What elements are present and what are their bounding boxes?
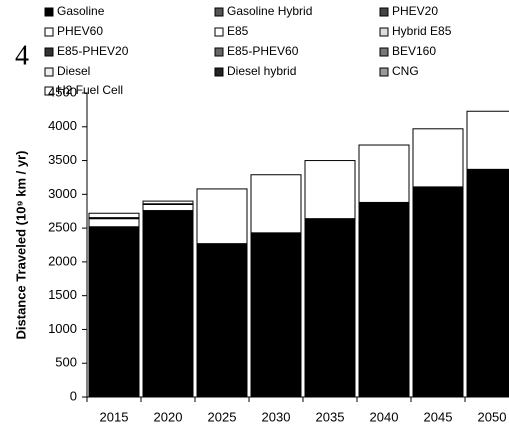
legend-swatch: [379, 27, 389, 37]
legend-swatch: [379, 47, 389, 57]
legend-label: Gasoline: [57, 4, 105, 18]
y-tick-label: 500: [55, 355, 77, 370]
bar-segment: [250, 174, 302, 234]
bar-segment: [304, 160, 356, 220]
legend-label: BEV160: [392, 44, 436, 58]
bar-segment: [412, 186, 464, 398]
legend-label: Hybrid E85: [392, 24, 452, 38]
y-tick-label: 0: [70, 388, 77, 403]
bar-segment: [304, 218, 356, 398]
legend-label: E85: [227, 24, 249, 38]
bar-segment: [466, 168, 509, 398]
x-tick-label: 2045: [424, 409, 453, 424]
bar-segment: [358, 201, 410, 398]
legend-swatch: [379, 7, 389, 17]
legend-label: H2 Fuel Cell: [57, 83, 123, 97]
legend-swatch: [214, 67, 224, 77]
bar-segment: [88, 226, 140, 398]
x-tick-label: 2020: [154, 409, 183, 424]
x-tick-label: 2050: [478, 409, 507, 424]
bar-segment: [250, 232, 302, 398]
y-tick-label: 3500: [48, 152, 77, 167]
legend-swatch: [214, 7, 224, 17]
legend-swatch: [44, 86, 54, 96]
legend-swatch: [214, 27, 224, 37]
x-tick-label: 2015: [100, 409, 129, 424]
bar-segment: [196, 188, 248, 245]
legend-label: E85-PHEV20: [57, 44, 129, 58]
y-tick-label: 3000: [48, 186, 77, 201]
bar-segment: [142, 203, 194, 212]
bar-segment: [142, 210, 194, 398]
legend-label: PHEV60: [57, 24, 103, 38]
legend-swatch: [379, 67, 389, 77]
x-tick-label: 2035: [316, 409, 345, 424]
legend-label: PHEV20: [392, 4, 438, 18]
legend-swatch: [44, 67, 54, 77]
y-tick-label: 2000: [48, 253, 77, 268]
legend-label: E85-PHEV60: [227, 44, 299, 58]
bar-segment: [412, 128, 464, 188]
panel-label: 4: [15, 40, 29, 71]
bar-segment: [88, 218, 140, 228]
x-tick-label: 2030: [262, 409, 291, 424]
y-tick-label: 4000: [48, 118, 77, 133]
legend-swatch: [214, 47, 224, 57]
legend-label: CNG: [392, 64, 419, 78]
bar-segment: [142, 200, 194, 205]
y-tick-label: 4500: [48, 84, 77, 99]
bar-segment: [196, 243, 248, 398]
y-tick-label: 1500: [48, 287, 77, 302]
x-tick-label: 2025: [208, 409, 237, 424]
y-axis-label: Distance Traveled (10⁹ km / yr): [13, 151, 28, 340]
legend-swatch: [44, 47, 54, 57]
legend-label: Diesel hybrid: [227, 64, 296, 78]
bar-segment: [358, 144, 410, 203]
y-tick-label: 1000: [48, 321, 77, 336]
bar-segment: [466, 110, 509, 170]
y-tick-label: 2500: [48, 220, 77, 235]
legend-swatch: [44, 27, 54, 37]
legend-swatch: [44, 7, 54, 17]
bar-segment: [88, 212, 140, 219]
legend-label: Gasoline Hybrid: [227, 4, 312, 18]
legend-label: Diesel: [57, 64, 90, 78]
x-tick-label: 2040: [370, 409, 399, 424]
